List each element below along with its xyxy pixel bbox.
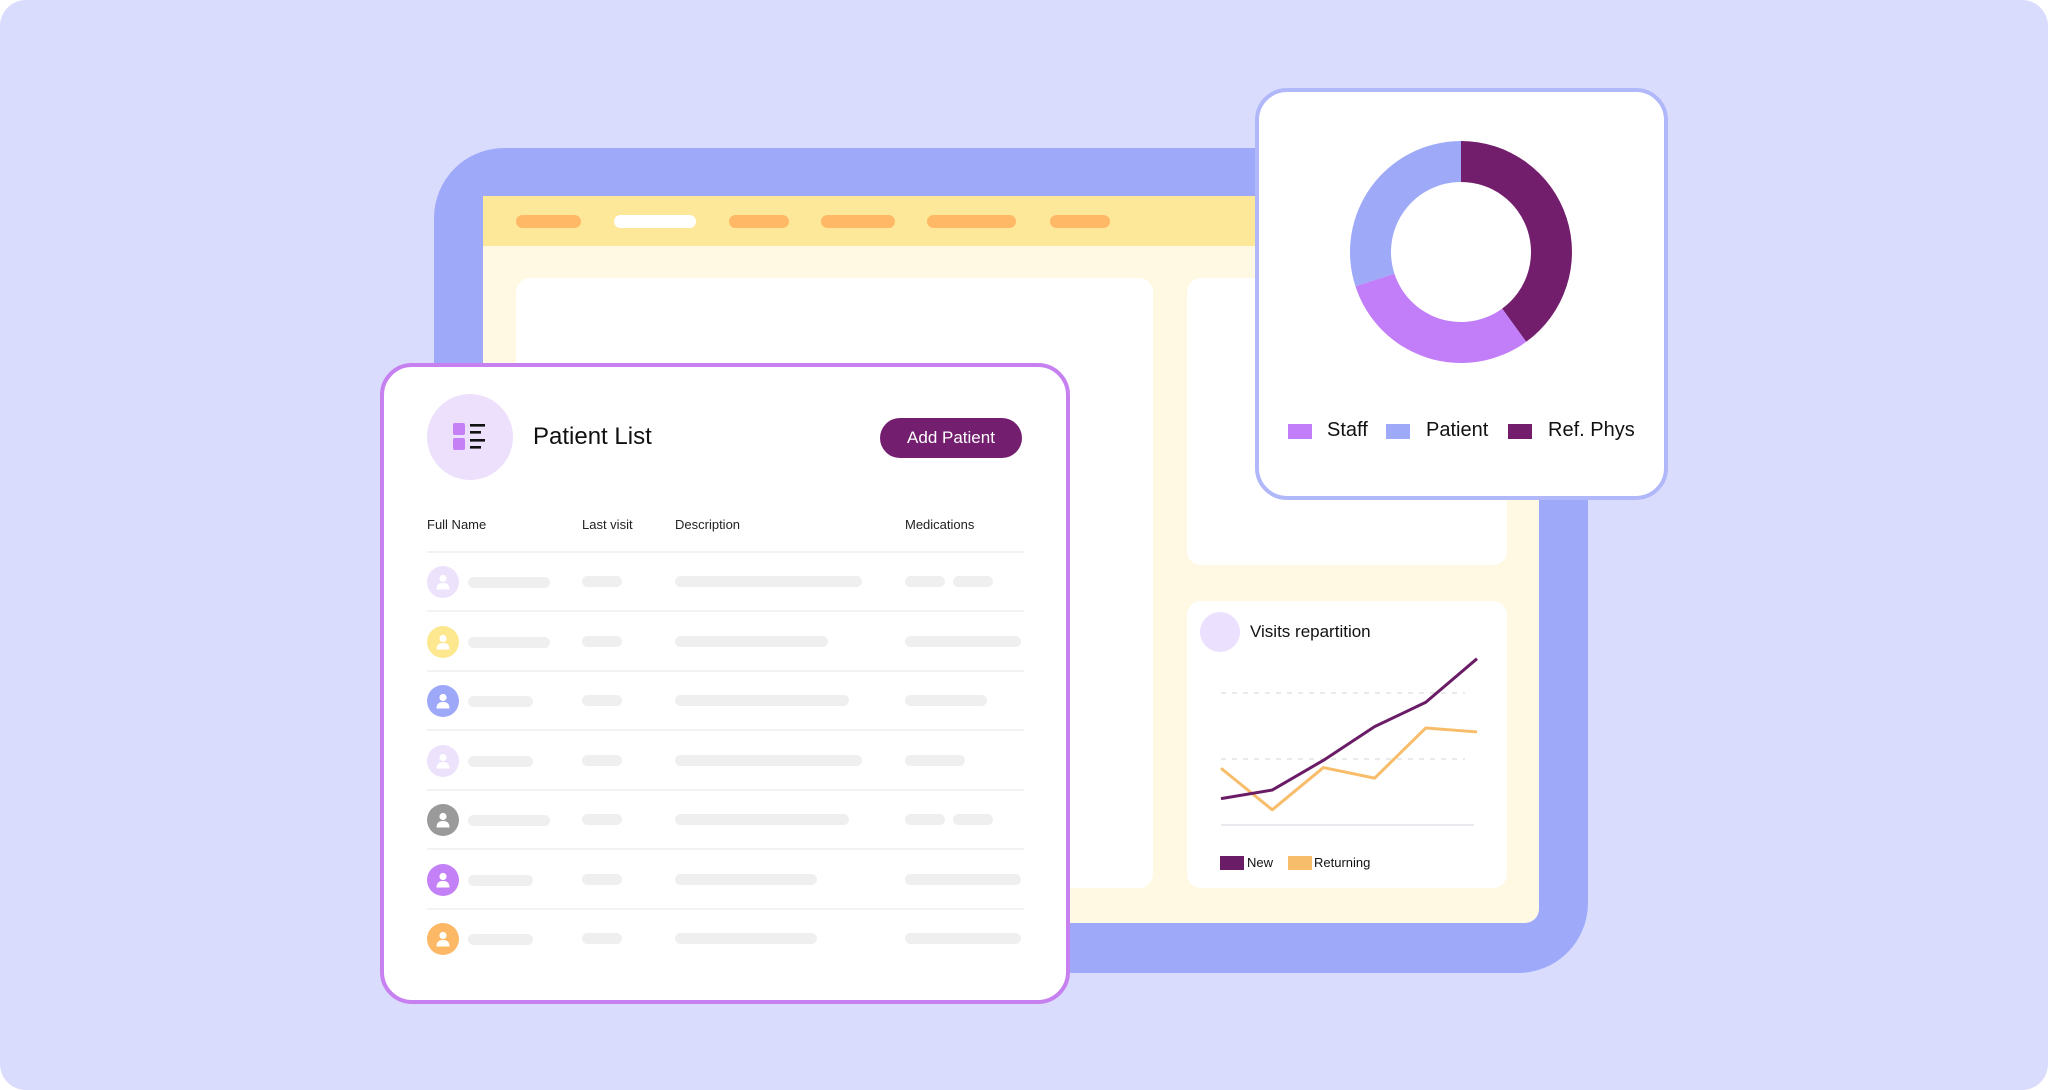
name-placeholder — [468, 577, 550, 588]
row-divider — [427, 729, 1024, 731]
row-divider — [427, 788, 1024, 791]
row-divider — [427, 907, 1024, 910]
donut-slice-ref-phys — [1461, 141, 1572, 342]
description-placeholder — [675, 754, 862, 766]
avatar — [427, 923, 459, 955]
last-visit-placeholder — [582, 933, 622, 944]
avatar — [427, 566, 459, 598]
column-header-medications[interactable]: Medications — [905, 517, 975, 532]
medication-placeholder — [953, 576, 993, 587]
donut-slice-staff — [1355, 273, 1527, 363]
visits-icon — [1200, 612, 1240, 652]
legend-swatch-returning — [1288, 856, 1312, 870]
row-divider — [427, 669, 1024, 672]
legend-swatch-staff — [1288, 424, 1312, 439]
name-placeholder — [468, 934, 533, 945]
last-visit-placeholder — [582, 576, 622, 587]
medication-placeholder — [953, 814, 993, 825]
description-placeholder — [675, 873, 817, 885]
avatar — [427, 685, 459, 717]
column-header-last-visit[interactable]: Last visit — [582, 517, 633, 532]
last-visit-placeholder — [582, 635, 622, 647]
visits-title: Visits repartition — [1250, 622, 1371, 641]
description-placeholder — [675, 695, 849, 706]
name-placeholder — [468, 815, 550, 826]
last-visit-placeholder — [582, 695, 622, 706]
nav-item[interactable] — [516, 215, 581, 228]
avatar — [427, 804, 459, 836]
legend-label-staff: Staff — [1327, 419, 1368, 441]
list-icon — [453, 423, 485, 450]
description-placeholder — [675, 814, 849, 825]
header-divider — [427, 551, 1024, 553]
nav-item[interactable] — [729, 215, 789, 228]
user-icon — [436, 693, 450, 709]
legend-swatch-ref-phys — [1508, 424, 1532, 439]
user-icon — [436, 812, 450, 828]
name-placeholder — [468, 636, 550, 648]
row-divider — [427, 848, 1024, 850]
user-icon — [436, 634, 450, 649]
user-icon — [436, 872, 450, 887]
description-placeholder — [675, 933, 817, 944]
last-visit-placeholder — [582, 873, 622, 885]
series-line-new — [1220, 657, 1478, 801]
medication-placeholder — [905, 933, 1021, 944]
list-icon-badge — [427, 394, 513, 480]
medication-placeholder — [905, 814, 945, 825]
nav-item[interactable] — [1050, 215, 1110, 228]
column-header-full-name[interactable]: Full Name — [427, 517, 487, 532]
legend-label-returning: Returning — [1314, 855, 1371, 870]
name-placeholder — [468, 874, 533, 886]
legend-swatch-new — [1220, 856, 1244, 870]
user-icon — [436, 574, 450, 590]
user-icon — [436, 931, 450, 947]
last-visit-placeholder — [582, 814, 622, 825]
add-patient-button[interactable]: Add Patient — [880, 418, 1022, 458]
description-placeholder — [675, 576, 862, 587]
medication-placeholder — [905, 873, 1021, 885]
medication-placeholder — [905, 576, 945, 587]
nav-item-active[interactable] — [614, 215, 696, 228]
donut-chart — [1350, 141, 1572, 363]
column-header-description[interactable]: Description — [675, 517, 741, 532]
avatar — [427, 625, 459, 658]
donut-slice-patient — [1350, 141, 1461, 287]
last-visit-placeholder — [582, 754, 622, 766]
nav-item[interactable] — [927, 215, 1016, 228]
page-title: Patient List — [533, 423, 652, 450]
name-placeholder — [468, 696, 533, 707]
legend-label-new: New — [1247, 855, 1274, 870]
legend-swatch-patient — [1386, 424, 1410, 439]
avatar — [427, 744, 459, 777]
legend-label-patient: Patient — [1426, 419, 1489, 441]
series-line-returning — [1220, 726, 1478, 812]
legend-label-ref-phys: Ref. Phys — [1548, 419, 1635, 441]
user-icon — [436, 753, 450, 768]
nav-item[interactable] — [821, 215, 895, 228]
description-placeholder — [675, 635, 828, 647]
row-divider — [427, 610, 1024, 612]
medication-placeholder — [905, 754, 965, 766]
medication-placeholder — [905, 695, 987, 706]
avatar — [427, 863, 459, 896]
medication-placeholder — [905, 635, 1021, 647]
name-placeholder — [468, 755, 533, 767]
